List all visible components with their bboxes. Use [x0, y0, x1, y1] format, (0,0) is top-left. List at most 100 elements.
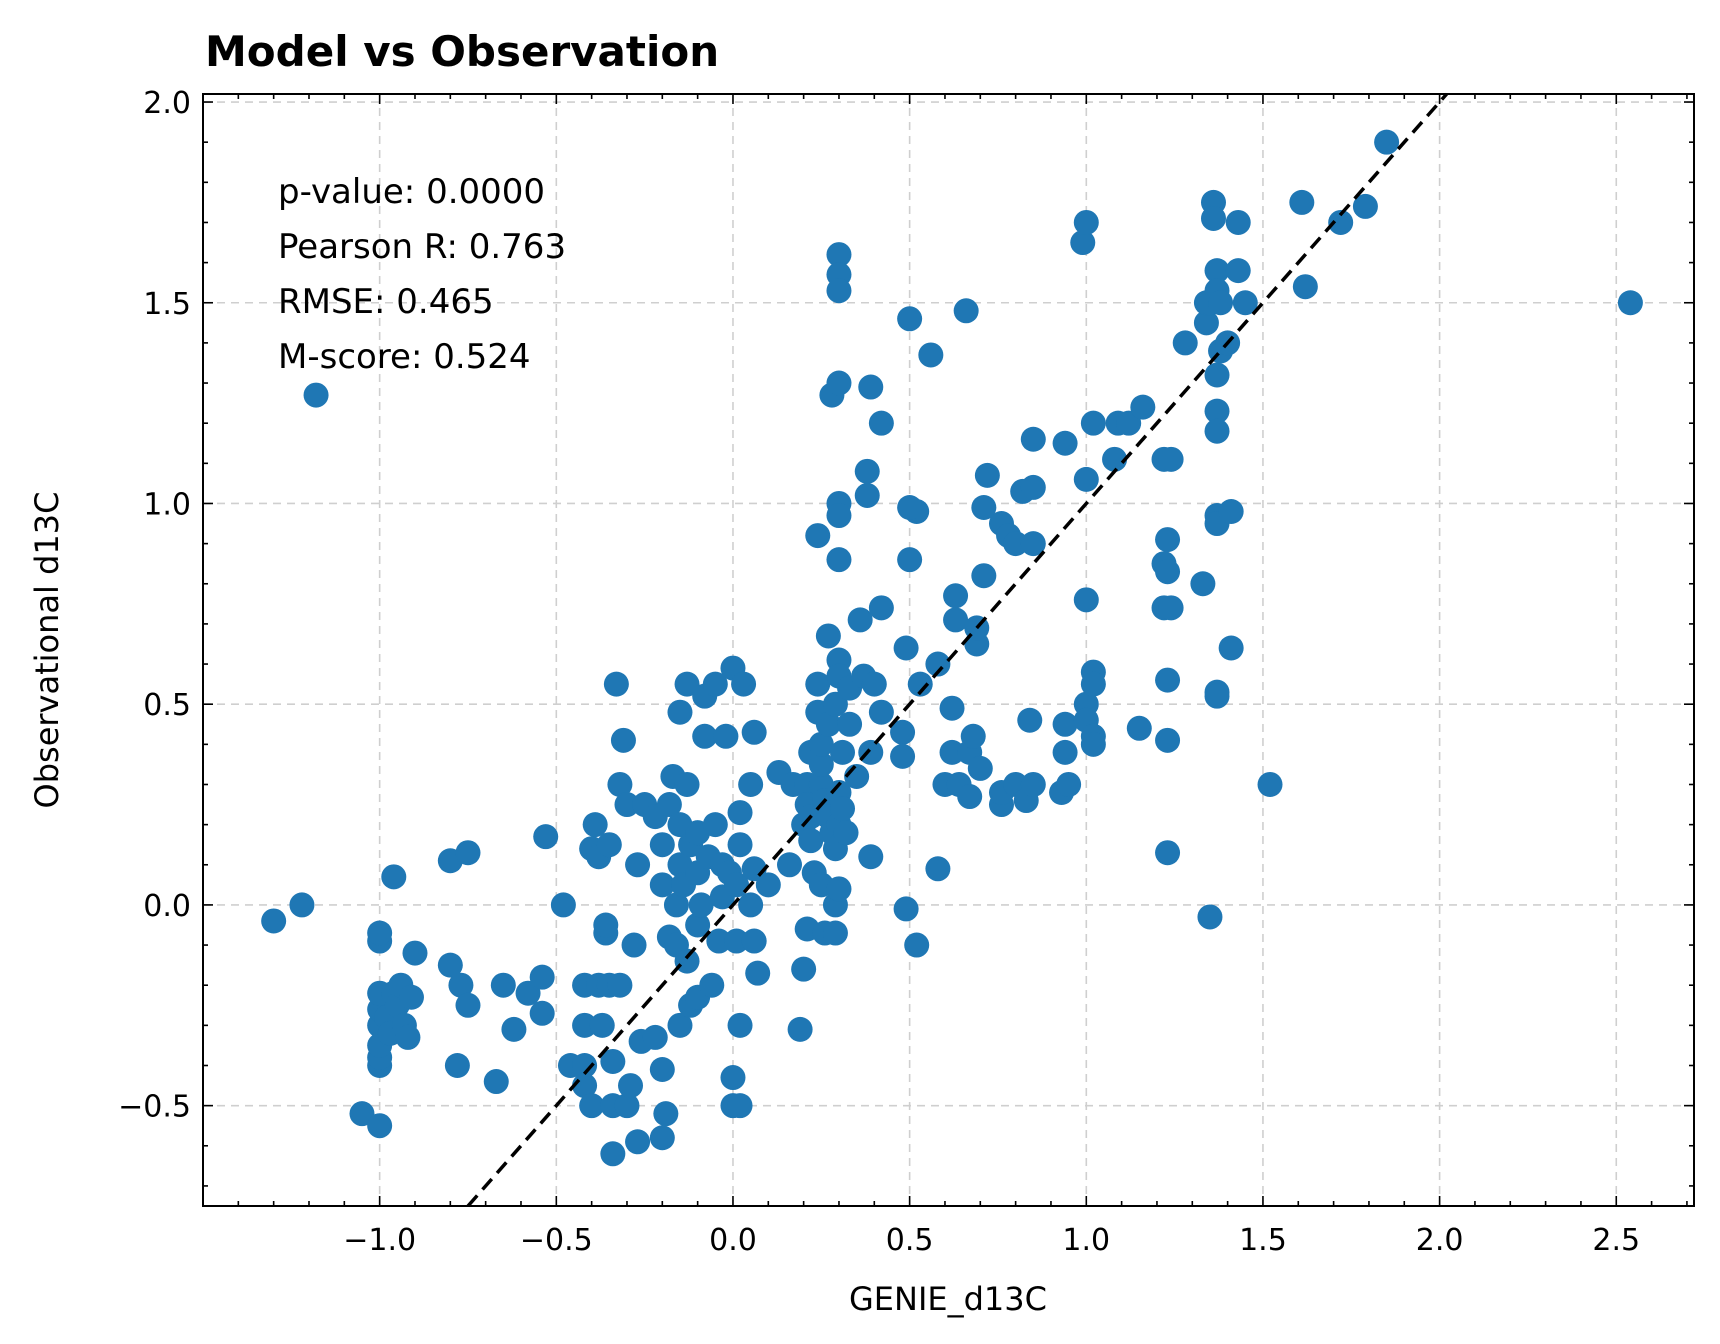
x-tick-label: 0.0	[709, 1223, 757, 1258]
data-point	[727, 1093, 753, 1119]
data-point	[1126, 715, 1152, 741]
data-point	[805, 523, 831, 549]
data-point	[303, 382, 329, 408]
data-point	[603, 671, 629, 697]
data-point	[1003, 531, 1029, 557]
data-point	[1617, 290, 1643, 316]
data-point	[1232, 290, 1258, 316]
data-point	[702, 671, 728, 697]
data-point	[1073, 209, 1099, 235]
data-point	[830, 739, 856, 765]
data-point	[904, 932, 930, 958]
stat-pearson-r: Pearson R: 0.763	[278, 227, 566, 267]
data-point	[826, 503, 852, 529]
data-point	[967, 755, 993, 781]
data-point	[971, 494, 997, 520]
data-point	[685, 912, 711, 938]
y-tick-label: 0.5	[143, 688, 191, 723]
data-point	[706, 928, 732, 954]
data-point	[674, 948, 700, 974]
data-point	[1197, 904, 1223, 930]
data-point	[854, 482, 880, 508]
data-point	[593, 912, 619, 938]
data-point	[1073, 587, 1099, 613]
plot-frame	[202, 93, 1695, 1207]
data-point	[1017, 707, 1043, 733]
data-point	[893, 896, 919, 922]
data-point	[837, 711, 863, 737]
data-point	[653, 1101, 679, 1127]
data-point	[1080, 731, 1106, 757]
data-point	[261, 908, 287, 934]
data-point	[724, 872, 750, 898]
data-point	[1225, 209, 1251, 235]
data-point	[625, 1129, 651, 1155]
data-point	[501, 1016, 527, 1042]
stat-p-value: p-value: 0.0000	[278, 172, 545, 212]
x-tick-label: 2.0	[1416, 1223, 1464, 1258]
data-point	[649, 832, 675, 858]
data-point	[533, 824, 559, 850]
data-point	[755, 872, 781, 898]
data-point	[858, 739, 884, 765]
data-point	[1204, 398, 1230, 424]
data-point	[1155, 667, 1181, 693]
x-tick-labels: −1.0 −0.5 0.0 0.5 1.0 1.5 2.0 2.5	[343, 1223, 1640, 1258]
data-point	[1102, 446, 1128, 472]
data-point	[1052, 739, 1078, 765]
data-point	[1225, 258, 1251, 284]
data-point	[1080, 410, 1106, 436]
data-point	[897, 306, 923, 332]
data-point	[943, 607, 969, 633]
data-point	[777, 852, 803, 878]
data-point	[1155, 840, 1181, 866]
data-point	[815, 711, 841, 737]
data-point	[826, 547, 852, 573]
data-point	[444, 1052, 470, 1078]
data-point	[724, 928, 750, 954]
data-point	[893, 635, 919, 661]
data-point	[787, 1016, 813, 1042]
data-point	[1056, 771, 1082, 797]
data-point	[692, 723, 718, 749]
data-point	[1052, 430, 1078, 456]
data-point	[625, 852, 651, 878]
data-point	[868, 699, 894, 725]
data-point	[702, 812, 728, 838]
data-point	[674, 771, 700, 797]
data-point	[858, 374, 884, 400]
data-point	[1204, 362, 1230, 388]
x-tick-label: −0.5	[520, 1223, 593, 1258]
data-point	[395, 1024, 421, 1050]
data-point	[600, 1048, 626, 1074]
data-point	[907, 671, 933, 697]
data-point	[1155, 559, 1181, 585]
data-point	[826, 370, 852, 396]
data-point	[822, 920, 848, 946]
data-point	[738, 771, 764, 797]
data-point	[974, 462, 1000, 488]
data-point	[579, 1093, 605, 1119]
data-point	[713, 723, 739, 749]
axis-ticks	[203, 94, 1694, 1206]
data-point	[582, 812, 608, 838]
data-point	[727, 1012, 753, 1038]
scatter-points	[261, 129, 1643, 1167]
data-point	[847, 607, 873, 633]
data-point	[925, 651, 951, 677]
data-point	[960, 723, 986, 749]
data-point	[1020, 426, 1046, 452]
data-point	[943, 583, 969, 609]
data-point	[720, 1065, 746, 1091]
data-point	[483, 1069, 509, 1095]
y-tick-label: 1.0	[143, 487, 191, 522]
data-point	[1158, 595, 1184, 621]
data-point	[808, 751, 834, 777]
data-point	[398, 984, 424, 1010]
y-tick-label: 0.0	[143, 889, 191, 924]
data-point	[688, 892, 714, 918]
data-point	[607, 972, 633, 998]
data-point	[822, 691, 848, 717]
data-point	[1020, 531, 1046, 557]
data-point	[727, 800, 753, 826]
